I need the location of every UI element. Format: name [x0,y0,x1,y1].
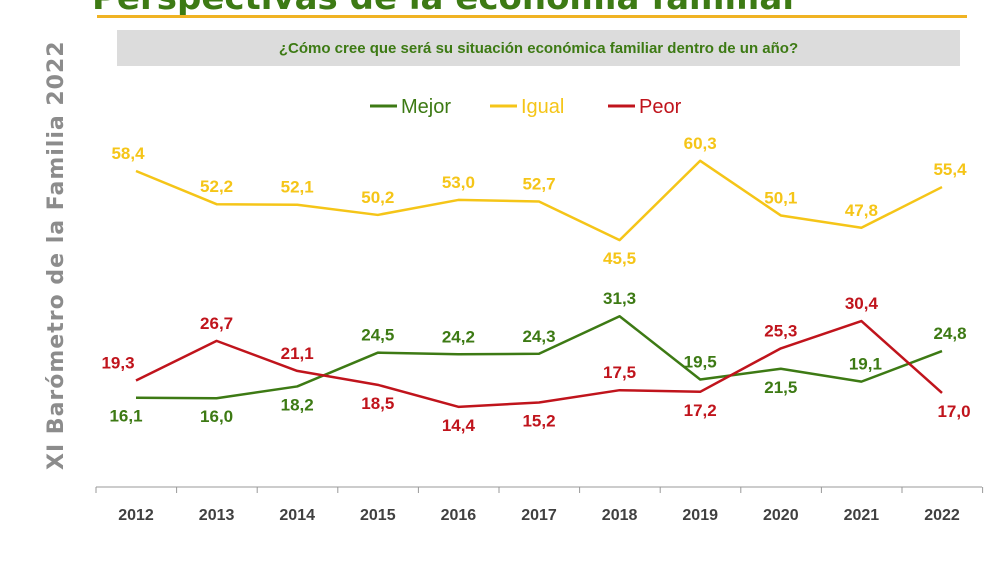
x-tick-label: 2017 [521,507,557,524]
data-label-igual: 53,0 [442,173,475,192]
series-line-igual [135,159,943,242]
x-tick-label: 2015 [360,507,396,524]
x-tick-label: 2014 [279,507,315,524]
data-label-peor: 19,3 [101,354,134,373]
legend-label-peor: Peor [639,96,682,118]
data-label-peor: 17,0 [937,402,970,421]
series-line-mejor [135,314,943,400]
data-label-igual: 52,1 [281,178,314,197]
series-line-peor [135,319,943,409]
data-label-peor: 15,2 [522,412,555,431]
data-label-igual: 60,3 [684,134,717,153]
legend-label-igual: Igual [521,96,564,118]
data-label-peor: 17,2 [684,401,717,420]
data-label-igual: 45,5 [603,249,636,268]
data-label-mejor: 19,5 [684,352,717,371]
x-tick-label: 2022 [924,507,960,524]
legend-label-mejor: Mejor [401,96,451,118]
x-tick-label: 2018 [602,507,638,524]
data-label-igual: 55,4 [933,160,967,179]
title-underline [97,15,967,18]
data-label-mejor: 24,3 [522,327,555,346]
data-label-peor: 30,4 [845,294,879,313]
data-label-igual: 52,2 [200,177,233,196]
page-title: Perspectivas de la economía familiar [92,0,799,18]
data-label-igual: 50,1 [764,188,797,207]
data-label-peor: 26,7 [200,314,233,333]
data-label-mejor: 19,1 [849,355,882,374]
data-label-peor: 14,4 [442,416,476,435]
data-label-mejor: 21,5 [764,378,797,397]
x-tick-label: 2013 [199,507,235,524]
data-label-mejor: 24,2 [442,327,475,346]
x-tick-label: 2016 [441,507,477,524]
data-label-peor: 17,5 [603,363,636,382]
data-label-igual: 47,8 [845,201,878,220]
data-label-igual: 58,4 [111,144,145,163]
x-tick-label: 2020 [763,507,799,524]
x-tick-label: 2019 [682,507,718,524]
data-label-mejor: 31,3 [603,289,636,308]
data-label-igual: 52,7 [522,175,555,194]
data-label-mejor: 24,8 [933,324,966,343]
data-label-peor: 25,3 [764,321,797,340]
data-label-mejor: 16,1 [109,407,142,426]
data-label-igual: 50,2 [361,188,394,207]
chart-question: ¿Cómo cree que será su situación económi… [117,30,960,66]
data-label-mejor: 18,2 [281,395,314,414]
data-label-mejor: 24,5 [361,326,394,345]
data-label-peor: 21,1 [281,344,314,363]
x-tick-label: 2012 [118,507,154,524]
data-label-mejor: 16,0 [200,407,233,426]
x-tick-label: 2021 [844,507,880,524]
data-label-peor: 18,5 [361,394,394,413]
